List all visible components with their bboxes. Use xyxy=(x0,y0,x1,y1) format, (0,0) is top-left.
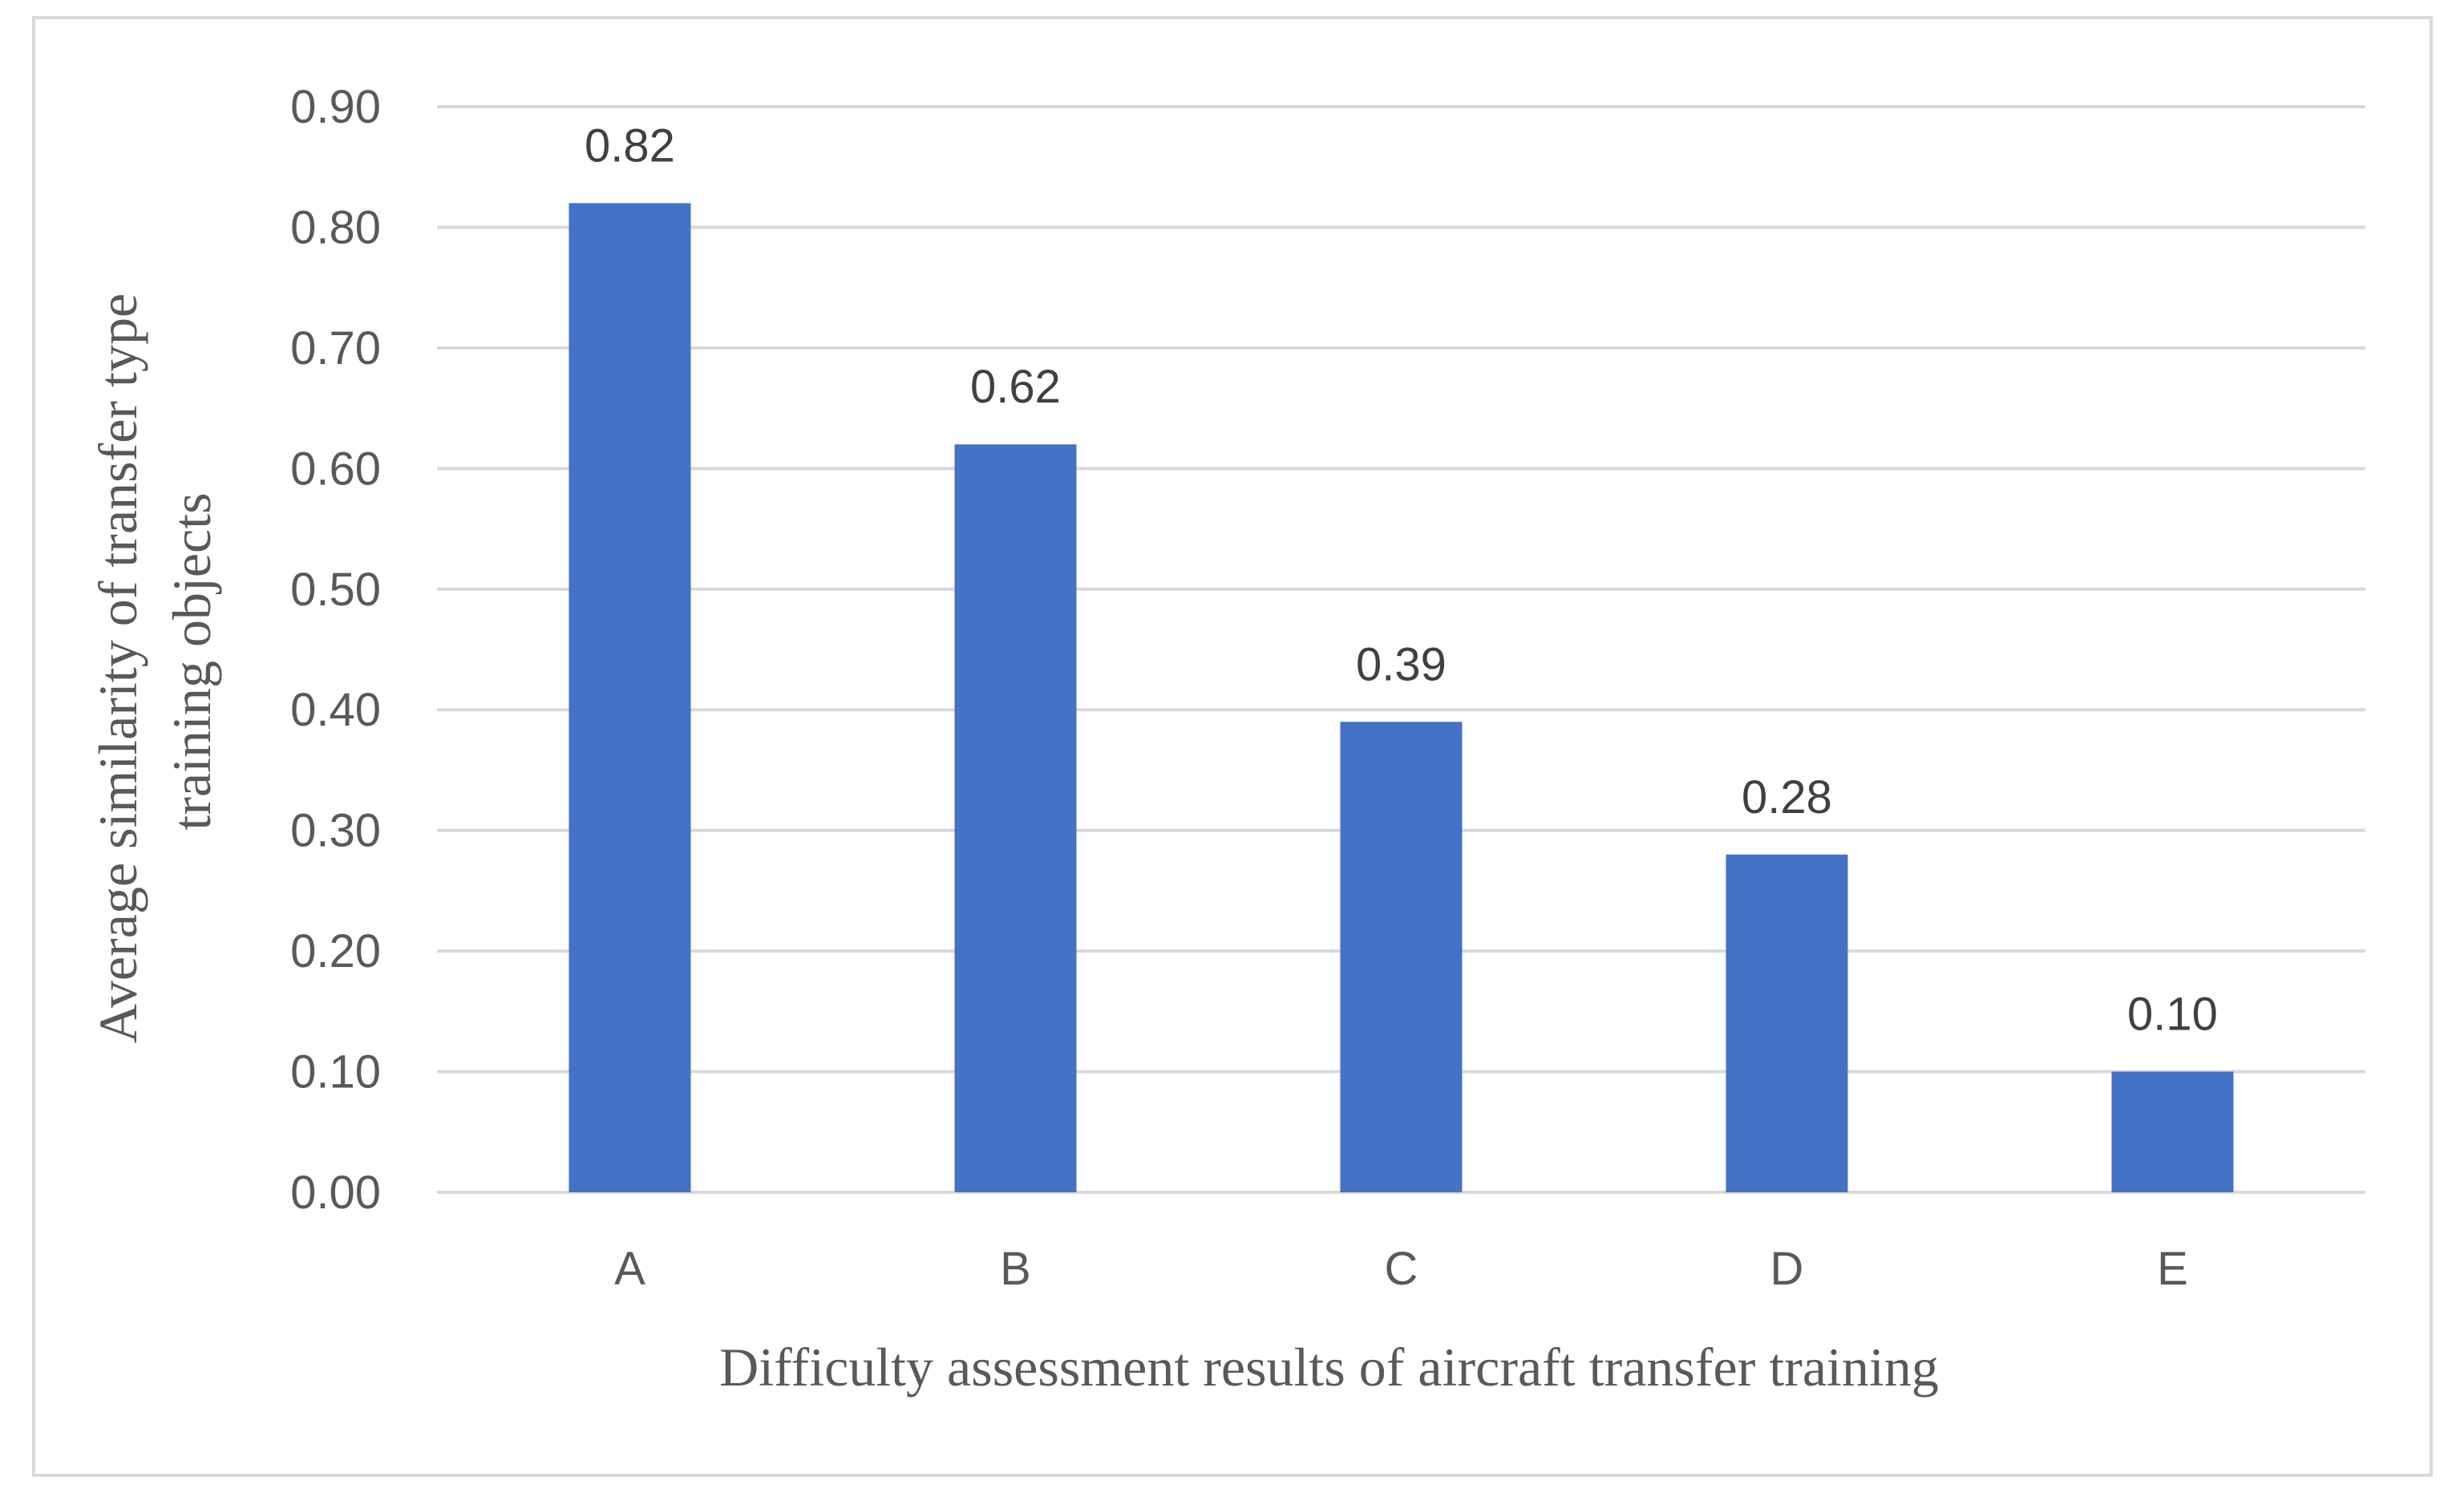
bar-c xyxy=(1340,722,1463,1192)
data-label-a: 0.82 xyxy=(585,119,675,172)
x-tick-label-c: C xyxy=(1385,1243,1418,1295)
bar-b xyxy=(954,444,1077,1192)
y-tick-label: 0.10 xyxy=(290,1046,381,1098)
x-tick-label-a: A xyxy=(614,1243,645,1295)
bar-e xyxy=(2111,1071,2234,1192)
gridlines xyxy=(437,105,2365,1194)
y-tick-label: 0.20 xyxy=(290,925,381,977)
x-tick-label-d: D xyxy=(1770,1243,1804,1295)
y-tick-label: 0.80 xyxy=(290,201,381,253)
y-axis-title: Average similarity of transfer type trai… xyxy=(87,280,222,1043)
y-tick-label: 0.90 xyxy=(290,81,381,133)
y-tick-label: 0.60 xyxy=(290,443,381,495)
data-label-d: 0.28 xyxy=(1742,771,1832,823)
y-tick-label: 0.30 xyxy=(290,805,381,857)
x-tick-label-b: B xyxy=(1000,1243,1031,1295)
data-labels: 0.82 0.62 0.39 0.28 0.10 xyxy=(585,119,2218,1040)
x-axis-ticks: A B C D E xyxy=(614,1243,2188,1295)
x-axis-title: Difficulty assessment results of aircraf… xyxy=(719,1337,1939,1398)
data-label-b: 0.62 xyxy=(970,361,1061,413)
y-tick-label: 0.50 xyxy=(290,564,381,616)
data-label-e: 0.10 xyxy=(2127,989,2218,1041)
chart-frame xyxy=(32,16,2433,1477)
y-tick-label: 0.00 xyxy=(290,1167,381,1219)
y-axis-title-line-2: training objects xyxy=(161,492,222,830)
y-axis-ticks: 0.00 0.10 0.20 0.30 0.40 0.50 0.60 0.70 0.80 0.90 xyxy=(290,81,381,1219)
bar-d xyxy=(1726,854,1848,1192)
data-label-c: 0.39 xyxy=(1356,638,1446,690)
y-axis-title-line-1: Average similarity of transfer type xyxy=(87,293,148,1043)
y-tick-label: 0.40 xyxy=(290,684,381,736)
y-tick-label: 0.70 xyxy=(290,322,381,374)
bars xyxy=(568,203,2234,1192)
x-tick-label-e: E xyxy=(2157,1243,2188,1295)
bar-a xyxy=(568,203,691,1192)
